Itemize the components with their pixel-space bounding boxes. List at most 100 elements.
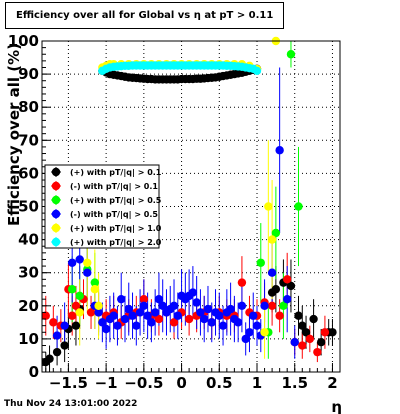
data-point [150,308,160,317]
data-point [328,328,337,337]
y-tick-label: 90 [18,65,39,83]
x-tick-label: 1 [252,374,262,392]
data-point [200,314,209,324]
data-point [60,321,69,330]
data-point [241,334,250,344]
data-point [132,321,141,330]
data-point [75,255,84,264]
data-point [135,308,145,317]
data-point [294,202,303,211]
y-tick-label: 40 [18,231,39,249]
data-point [158,301,167,310]
data-point [67,311,77,320]
data-point [245,328,254,337]
legend: (+) with pT/|q| > 0.1 (-) with pT/|q| > 0… [44,164,162,249]
data-point [196,308,205,317]
data-point [184,314,194,324]
data-point [215,311,224,320]
data-point [52,347,62,357]
y-tick-label: 20 [18,297,39,315]
data-point [256,258,265,267]
x-tick-label: −1.5 [49,374,88,392]
data-point [218,321,228,330]
legend-marker [51,181,61,191]
data-point [101,324,111,334]
footer-timestamp: Thu Nov 24 13:01:00 2022 [4,399,138,409]
data-point [279,301,288,310]
data-point [294,311,303,320]
data-point [301,328,311,337]
data-point [94,301,103,310]
data-point [75,291,84,301]
legend-entry-label: (+) with pT/|q| > 2.0 [70,238,162,247]
data-point [60,341,69,350]
y-tick-label: 100 [8,32,39,50]
data-point [226,304,235,314]
y-tick-label: 50 [18,198,39,216]
y-tick-label: 10 [18,330,39,348]
data-point [267,268,277,277]
data-point [71,301,81,310]
data-point [267,235,277,244]
data-point [143,311,152,320]
legend-marker [51,167,61,177]
y-axis-title: Efficiency over all (%) [5,43,23,226]
data-point [275,311,284,320]
y-tick-label: 80 [18,98,39,116]
data-point [117,294,126,304]
data-point [264,202,273,211]
data-point [173,311,182,320]
data-point [316,338,326,347]
data-point [75,308,84,317]
data-point [286,281,296,291]
data-point [313,347,322,357]
data-point [282,294,292,304]
data-point [237,301,247,310]
data-point [305,334,315,344]
data-points [41,36,337,367]
data-point [298,321,307,330]
data-point [233,318,243,327]
x-tick-label: −0.5 [124,374,163,392]
data-point [203,304,213,314]
data-point [83,268,92,277]
data-point [67,285,77,294]
data-point [67,258,77,267]
data-point [113,321,122,330]
data-point [120,314,130,324]
data-point [154,314,164,324]
data-point [309,314,318,324]
data-point [154,294,164,304]
chart-title-text: Efficiency over all for Global vs η at p… [16,10,274,21]
data-point [71,321,81,330]
legend-entry-label: (+) with pT/|q| > 1.0 [70,224,162,233]
legend-entry-label: (+) with pT/|q| > 0.5 [70,196,162,205]
legend-marker [51,223,61,233]
data-point [45,354,54,363]
data-point [49,318,58,327]
chart-title: Efficiency over all for Global vs η at p… [5,2,284,29]
data-point [169,318,179,327]
data-point [260,328,269,337]
data-point [124,304,133,314]
x-tick-label: 0 [176,374,186,392]
data-point [98,318,107,327]
data-point [271,228,281,238]
data-point [128,311,137,320]
data-point [139,301,149,310]
data-point [52,331,62,340]
y-tick-label: 30 [18,264,39,282]
data-point [275,146,284,155]
data-point [320,328,330,337]
y-tick-label: 70 [18,131,39,149]
data-point [249,311,258,320]
data-point [271,285,281,294]
x-axis-title: η [331,398,342,414]
legend-marker [51,195,61,205]
data-point [192,298,201,307]
data-point [286,50,296,59]
x-tick-label: 0.5 [206,374,233,392]
data-point [188,288,198,297]
legend-marker [51,209,61,219]
